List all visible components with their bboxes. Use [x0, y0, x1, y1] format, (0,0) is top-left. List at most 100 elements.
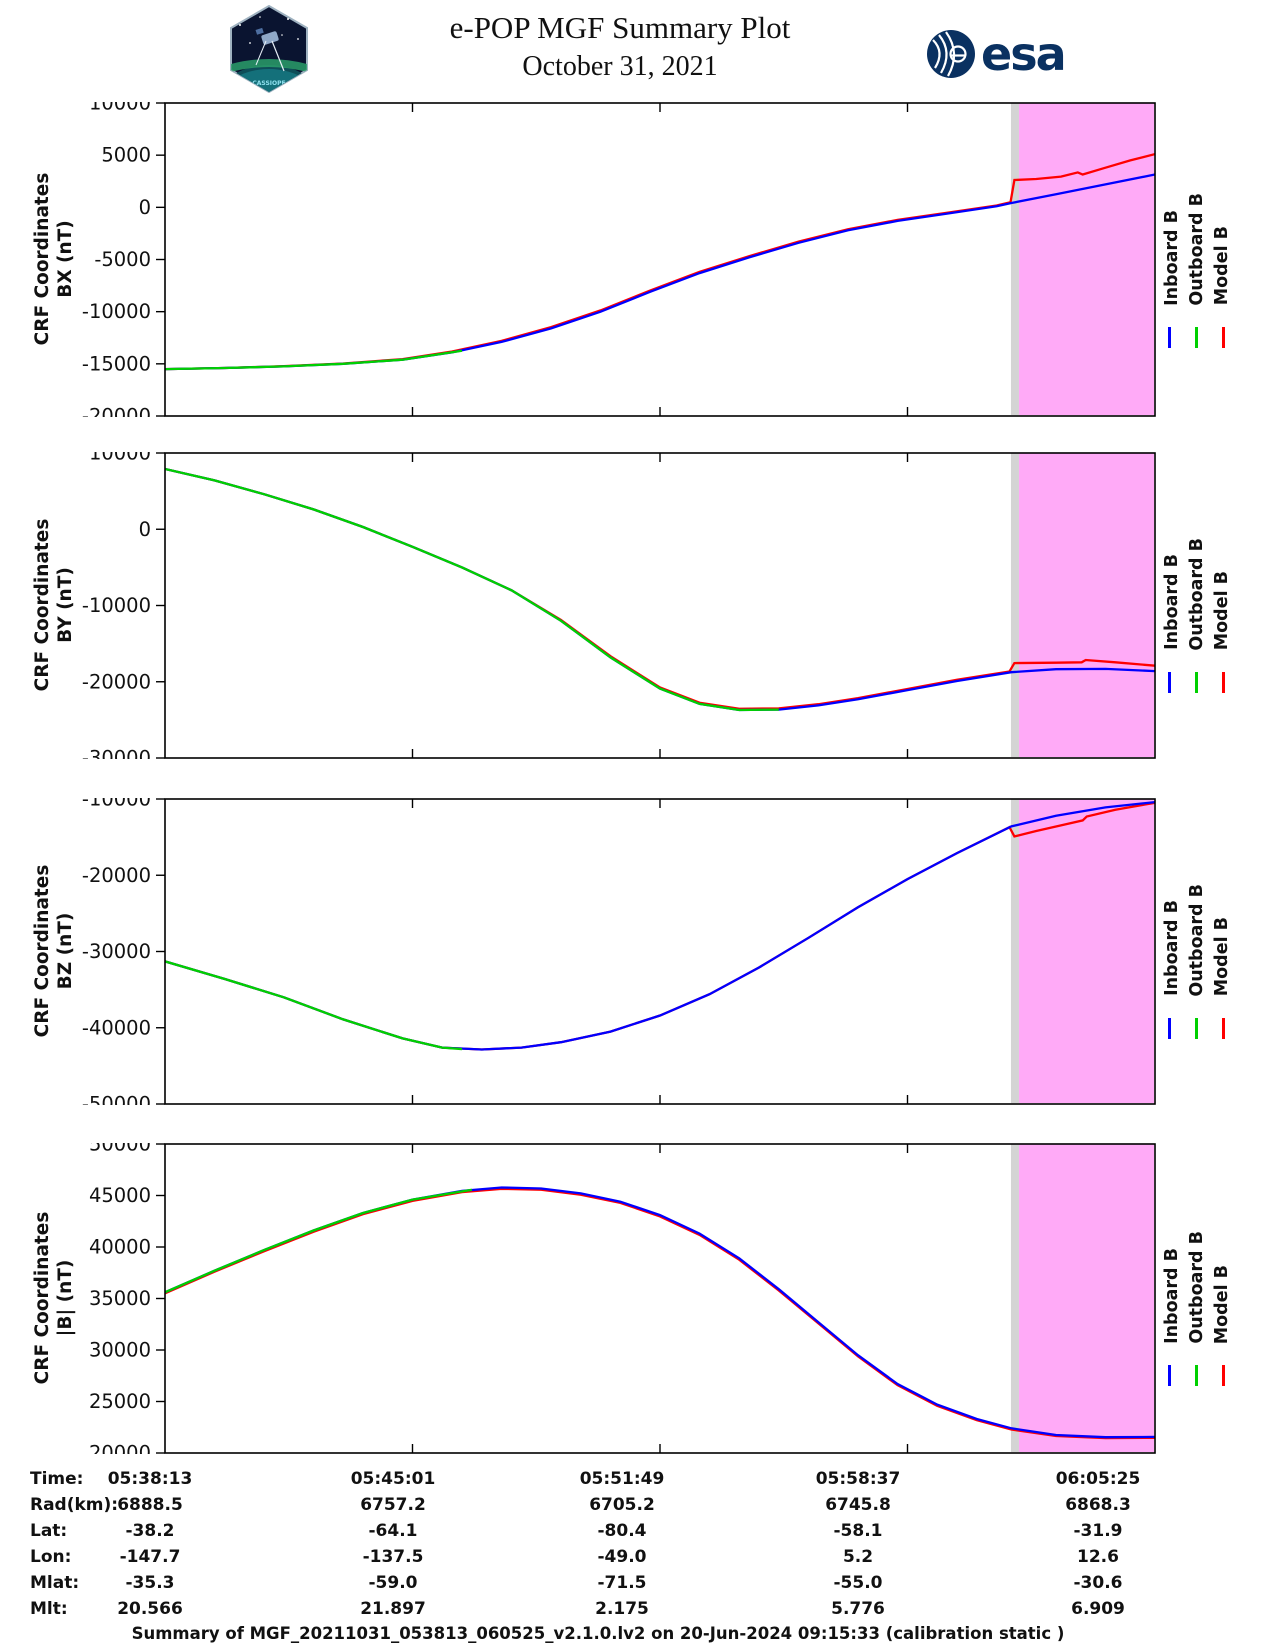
page-subtitle-date: October 31, 2021 [522, 51, 718, 82]
legend-bx: Inboard B Outboard B Model B [1162, 171, 1232, 306]
ytick-by: 10000 [89, 452, 151, 465]
ytick-bz: -50000 [82, 1093, 151, 1106]
panel-by-plot: 10000 0 -10000 -20000 -30000 [82, 452, 1156, 760]
table-row-label-mlt: Mlt: [30, 1599, 68, 1619]
table-value: 21.897 [360, 1599, 426, 1619]
ytick-bmag: 20000 [89, 1442, 151, 1455]
legend-label-model-b: Model B [1212, 1264, 1232, 1344]
table-value: 05:45:01 [350, 1469, 436, 1489]
series-bx-outboard-b [165, 349, 463, 371]
ytick-bz: -40000 [82, 1016, 151, 1039]
table-value: 06:05:25 [1055, 1469, 1141, 1489]
ytick-bz: -20000 [82, 864, 151, 887]
legend-bx-color-ticks [1168, 327, 1225, 349]
patch-cassiope-text: CASSIOPE [252, 80, 285, 87]
ytick-bx: 0 [139, 196, 151, 219]
series-bmag-model-b [165, 1187, 1155, 1440]
summary-footer: Summary of MGF_20211031_053813_060525_v2… [131, 1624, 1065, 1643]
legend-tick-outboard-b [1195, 1365, 1198, 1387]
series-bmag-inboard-b [165, 1186, 1155, 1439]
table-value: 6705.2 [589, 1495, 655, 1515]
series-bx-inboard-b [165, 173, 1155, 371]
table-value: -71.5 [597, 1573, 647, 1593]
legend-label-model-b: Model B [1212, 916, 1232, 997]
ytick-bmag: 45000 [89, 1184, 151, 1207]
legend-tick-model-b [1222, 327, 1225, 349]
legend-tick-model-b [1222, 1017, 1225, 1039]
series-bx-model-b [165, 152, 1155, 371]
table-value: 5.2 [842, 1547, 874, 1567]
table-value: 6757.2 [360, 1495, 426, 1515]
legend-label-model-b: Model B [1212, 226, 1232, 306]
table-value: -58.1 [833, 1521, 883, 1541]
series-bz-inboard-b [165, 800, 1155, 1051]
legend-label-outboard-b: Outboard B [1187, 192, 1207, 306]
esa-wordmark: esa [981, 27, 1067, 81]
ytick-bx: -20000 [82, 405, 151, 418]
legend-label-inboard-b: Inboard B [1162, 900, 1182, 997]
table-value: 05:38:13 [107, 1469, 193, 1489]
ytick-bmag: 35000 [89, 1287, 151, 1310]
panel-bz-plot: -10000 -20000 -30000 -40000 -50000 [82, 798, 1156, 1106]
series-bz-outboard-b [165, 960, 463, 1051]
legend-tick-inboard-b [1168, 1017, 1171, 1039]
table-value: -55.0 [833, 1573, 883, 1593]
table-value: 6888.5 [117, 1495, 183, 1515]
ytick-by: -30000 [82, 747, 151, 760]
legend-tick-outboard-b [1195, 671, 1198, 693]
table-value: 5.776 [831, 1599, 885, 1619]
legend-label-outboard-b: Outboard B [1187, 1231, 1207, 1344]
legend-tick-inboard-b [1168, 1365, 1171, 1387]
cassiope-patch-graphic: CASSIOPE [230, 4, 308, 94]
legend-bz: Inboard B Outboard B Model B [1162, 865, 1232, 997]
legend-tick-outboard-b [1195, 327, 1198, 349]
series-by-outboard-b [165, 467, 779, 712]
table-value: 05:51:49 [579, 1469, 665, 1489]
table-value: -35.3 [125, 1573, 175, 1593]
ytick-bmag: 30000 [89, 1339, 151, 1362]
table-row-label-mlat: Mlat: [30, 1573, 80, 1593]
table-value: 12.6 [1077, 1547, 1119, 1567]
cassiope-mission-patch: CASSIOPE [226, 4, 312, 94]
legend-bmag: Inboard B Outboard B Model B [1162, 1211, 1232, 1344]
table-value: -49.0 [597, 1547, 647, 1567]
legend-tick-model-b [1222, 671, 1225, 693]
table-row-label-lat: Lat: [30, 1521, 68, 1541]
table-value: 6.909 [1071, 1599, 1125, 1619]
table-value: 6745.8 [825, 1495, 891, 1515]
ytick-by: -10000 [82, 594, 151, 617]
ytick-bmag: 50000 [89, 1143, 151, 1156]
ytick-bz: -30000 [82, 940, 151, 963]
table-row-label-radkm: Rad(km): [30, 1495, 119, 1515]
ytick-by: 0 [139, 518, 151, 541]
legend-bz-color-ticks [1168, 1017, 1225, 1039]
ytick-bx: -15000 [82, 352, 151, 375]
esa-logo: esa [925, 27, 1067, 81]
table-value: 05:58:37 [815, 1469, 901, 1489]
legend-tick-model-b [1222, 1365, 1225, 1387]
panel-bx-plot: 10000 5000 0 -5000 -10000 -15000 -20000 [82, 102, 1156, 418]
legend-label-outboard-b: Outboard B [1187, 537, 1207, 651]
series-bz-model-b [165, 801, 1155, 1051]
ytick-bx: -10000 [82, 300, 151, 323]
table-row-label-lon: Lon: [30, 1547, 72, 1567]
legend-label-inboard-b: Inboard B [1162, 554, 1182, 651]
legend-label-inboard-b: Inboard B [1162, 1247, 1182, 1344]
table-value: -64.1 [368, 1521, 418, 1541]
table-value: -31.9 [1073, 1521, 1123, 1541]
page-title-block: e-POP MGF Summary Plot October 31, 2021 [320, 10, 920, 83]
table-value: -137.5 [362, 1547, 424, 1567]
table-row-label-time: Time: [30, 1469, 84, 1489]
table-value: -147.7 [119, 1547, 181, 1567]
table-value: -59.0 [368, 1573, 418, 1593]
esa-globe-icon [927, 30, 975, 78]
table-value: 6868.3 [1065, 1495, 1131, 1515]
legend-by: Inboard B Outboard B Model B [1162, 519, 1232, 651]
page-title: e-POP MGF Summary Plot [449, 10, 791, 45]
legend-tick-inboard-b [1168, 327, 1171, 349]
ytick-bx: 5000 [101, 144, 151, 167]
table-value: 20.566 [117, 1599, 183, 1619]
series-bmag-outboard-b [165, 1188, 473, 1294]
table-value: -80.4 [597, 1521, 647, 1541]
ytick-bx: -5000 [94, 248, 151, 271]
